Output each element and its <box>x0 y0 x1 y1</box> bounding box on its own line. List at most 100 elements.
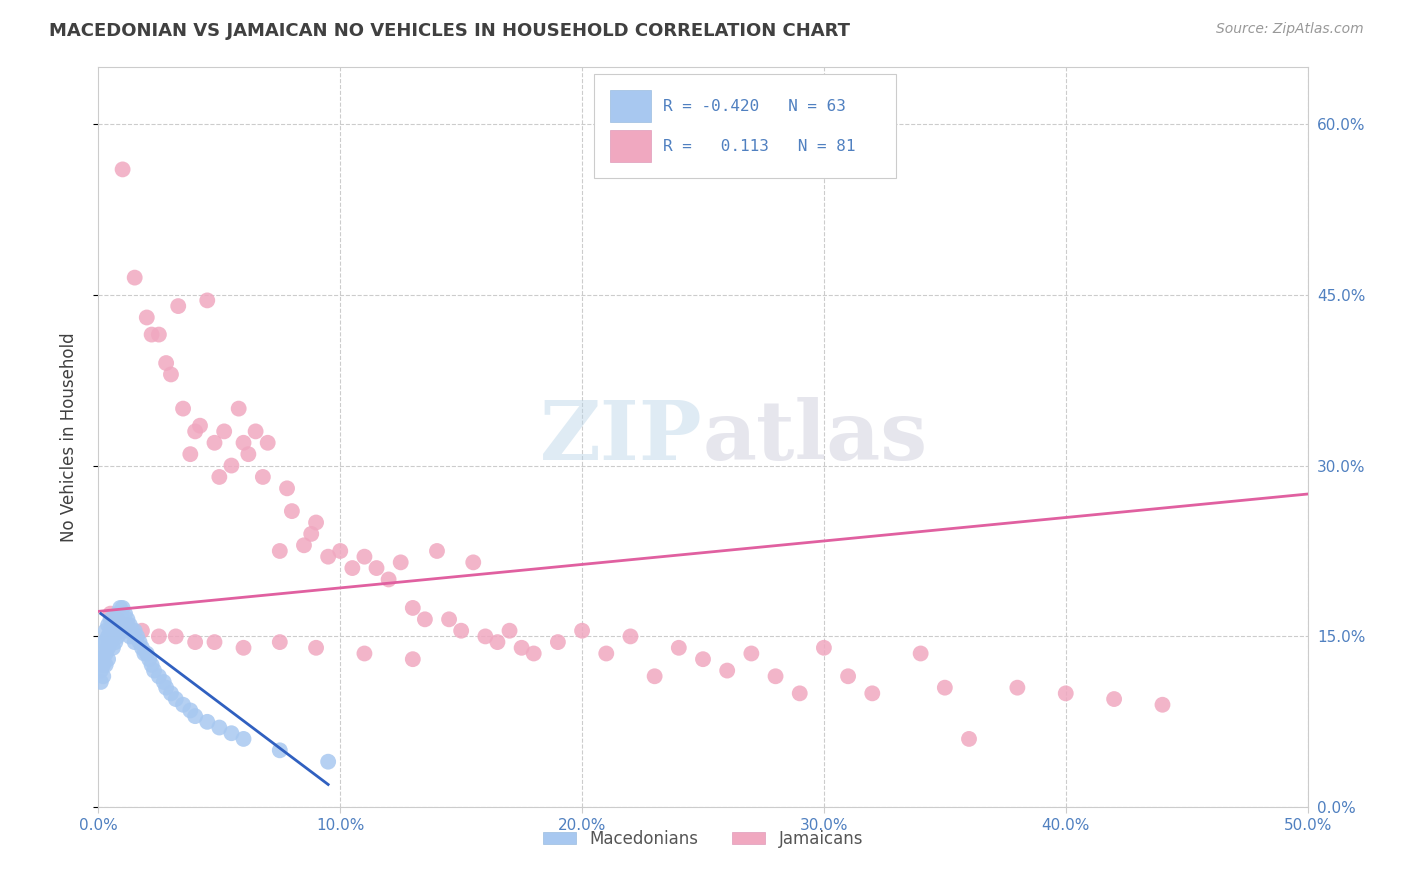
Point <box>160 686 183 700</box>
Point <box>134 647 156 661</box>
Point <box>595 647 617 661</box>
Point <box>389 555 412 569</box>
Point <box>165 692 187 706</box>
Point <box>188 418 211 433</box>
Point <box>571 624 593 638</box>
Point <box>208 721 231 735</box>
Point <box>353 549 375 564</box>
Text: atlas: atlas <box>703 397 928 477</box>
Point <box>1152 698 1174 712</box>
Point <box>668 640 690 655</box>
Point <box>101 618 124 632</box>
Point <box>523 647 546 661</box>
Point <box>91 669 114 683</box>
Point <box>135 647 157 661</box>
Point <box>104 635 127 649</box>
Text: Source: ZipAtlas.com: Source: ZipAtlas.com <box>1216 22 1364 37</box>
Point <box>172 698 194 712</box>
Point <box>232 435 254 450</box>
Point <box>232 640 254 655</box>
Point <box>269 743 291 757</box>
Point <box>97 618 120 632</box>
Point <box>90 664 112 678</box>
Point <box>316 755 339 769</box>
Point <box>184 709 207 723</box>
Point <box>160 368 183 382</box>
Point <box>91 635 114 649</box>
Point <box>1054 686 1077 700</box>
Point <box>167 299 190 313</box>
Point <box>353 647 375 661</box>
Point <box>138 652 160 666</box>
Point <box>124 624 146 638</box>
Point <box>256 435 278 450</box>
Point <box>276 481 298 495</box>
Point <box>208 470 231 484</box>
Point <box>131 640 153 655</box>
Point <box>141 657 163 672</box>
Point <box>402 652 425 666</box>
Point <box>184 635 207 649</box>
FancyBboxPatch shape <box>595 74 897 178</box>
Text: R = -0.420   N = 63: R = -0.420 N = 63 <box>664 99 846 113</box>
Point <box>118 618 141 632</box>
Point <box>100 635 122 649</box>
Point <box>111 624 134 638</box>
Point <box>90 675 112 690</box>
Point <box>957 731 980 746</box>
Point <box>437 612 460 626</box>
Point <box>111 601 134 615</box>
Point <box>111 162 134 177</box>
Point <box>789 686 811 700</box>
Point <box>179 703 201 717</box>
Point <box>114 618 136 632</box>
Point <box>292 538 315 552</box>
Point <box>148 327 170 342</box>
Point <box>837 669 859 683</box>
Point <box>329 544 352 558</box>
Point <box>269 544 291 558</box>
Point <box>124 270 146 285</box>
Point <box>413 612 436 626</box>
Point <box>204 635 226 649</box>
Text: ZIP: ZIP <box>540 397 703 477</box>
Point <box>117 612 139 626</box>
Point <box>127 629 149 643</box>
Point <box>97 652 120 666</box>
Point <box>232 731 254 746</box>
Point <box>90 652 112 666</box>
Point <box>100 612 122 626</box>
Point <box>212 425 235 439</box>
Point <box>474 629 496 643</box>
Point <box>221 458 243 473</box>
Point <box>165 629 187 643</box>
Point <box>94 657 117 672</box>
Point <box>111 612 134 626</box>
Point <box>104 624 127 638</box>
Point <box>305 640 328 655</box>
Point <box>152 675 174 690</box>
Point <box>117 624 139 638</box>
Point <box>934 681 956 695</box>
Point <box>1007 681 1029 695</box>
Point <box>498 624 520 638</box>
Point <box>299 527 322 541</box>
Point <box>245 425 267 439</box>
Point <box>101 640 124 655</box>
Point <box>1102 692 1125 706</box>
Point <box>141 327 163 342</box>
Point <box>117 618 139 632</box>
Point <box>94 635 117 649</box>
FancyBboxPatch shape <box>610 130 651 162</box>
Text: MACEDONIAN VS JAMAICAN NO VEHICLES IN HOUSEHOLD CORRELATION CHART: MACEDONIAN VS JAMAICAN NO VEHICLES IN HO… <box>49 22 851 40</box>
Point <box>107 618 129 632</box>
Point <box>316 549 339 564</box>
Point <box>450 624 472 638</box>
Point <box>155 681 177 695</box>
Point <box>100 607 122 621</box>
Point <box>104 612 127 626</box>
Point <box>204 435 226 450</box>
Point <box>107 612 129 626</box>
Point <box>143 664 166 678</box>
Legend: Macedonians, Jamaicans: Macedonians, Jamaicans <box>536 823 870 855</box>
